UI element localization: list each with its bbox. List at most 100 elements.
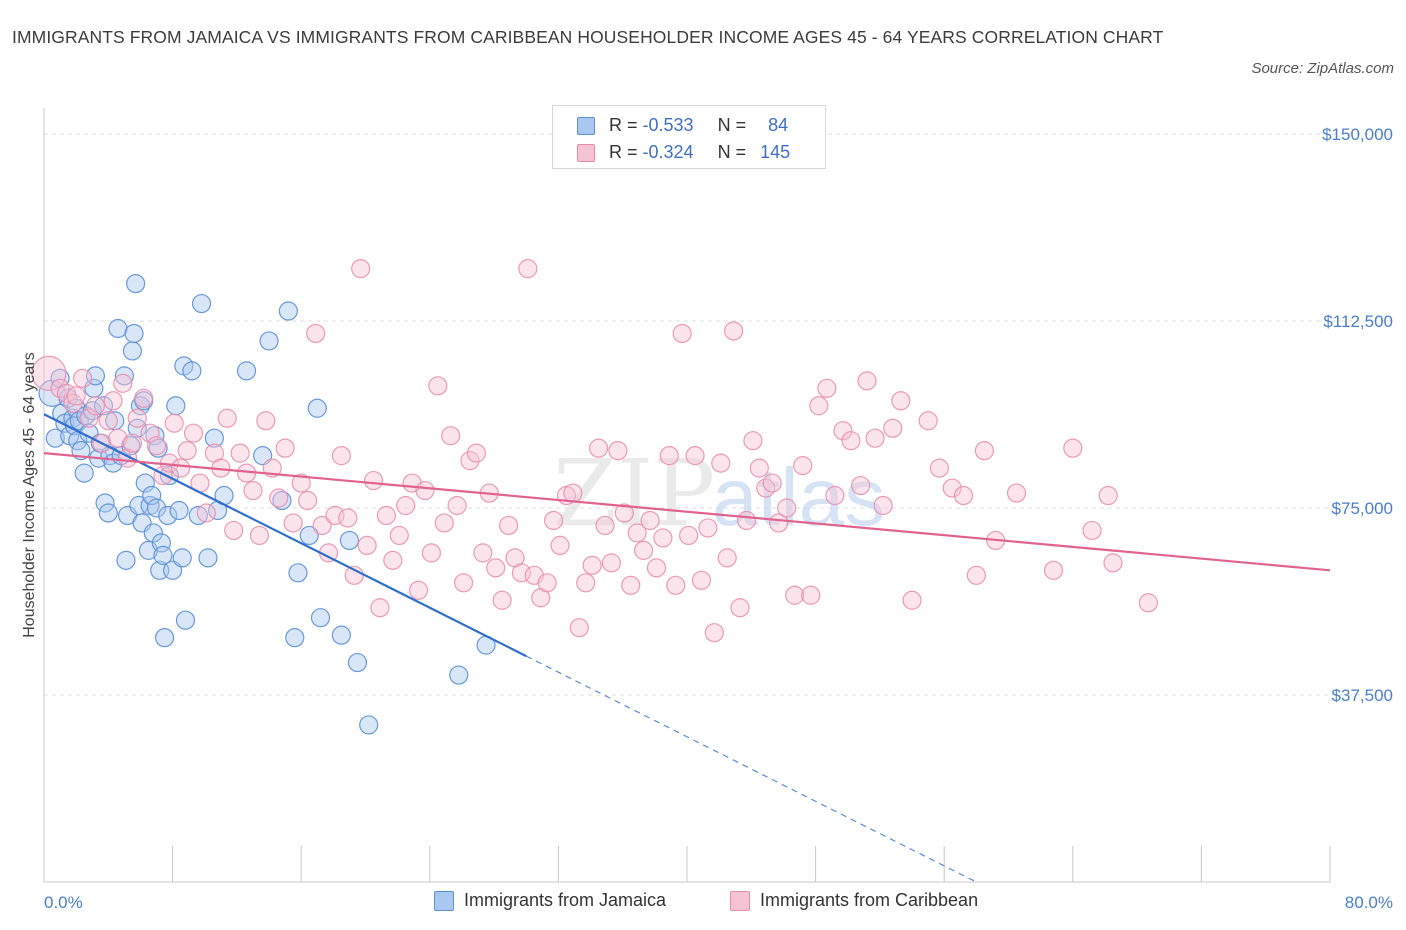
jamaica-trend-line [43, 413, 527, 658]
caribbean-point [873, 495, 893, 516]
caribbean-point [85, 396, 106, 416]
caribbean-point [588, 438, 609, 458]
caribbean-point [537, 573, 557, 593]
caribbean-point [473, 543, 493, 563]
bottom-legend-label-jamaica: Immigrants from Jamaica [464, 890, 667, 910]
caribbean-point [376, 505, 396, 526]
jamaica-point [93, 396, 114, 416]
caribbean-point [576, 573, 596, 593]
jamaica-point [169, 500, 189, 521]
caribbean-point [312, 515, 332, 536]
jamaica-point [127, 418, 147, 438]
caribbean-point [801, 585, 821, 605]
caribbean-point [685, 446, 705, 466]
bottom-legend-label-caribbean: Immigrants from Caribbean [760, 890, 979, 910]
caribbean-point [666, 575, 686, 595]
caribbean-point [177, 441, 197, 461]
jamaica-point [172, 548, 192, 568]
caribbean-point [633, 540, 654, 560]
jamaica-point [154, 628, 175, 648]
caribbean-point [640, 510, 660, 531]
caribbean-point [134, 388, 154, 408]
caribbean-point [1006, 483, 1027, 503]
caribbean-point [447, 495, 467, 516]
y-tick-label: $75,000 [1332, 499, 1393, 518]
caribbean-point [415, 480, 435, 501]
caribbean-point [171, 458, 191, 478]
caribbean-point [691, 570, 712, 590]
y-tick-label: $112,500 [1323, 312, 1393, 331]
jamaica-point [188, 505, 208, 526]
caribbean-point [736, 510, 757, 531]
caribbean-point [857, 371, 877, 391]
caribbean-point [408, 580, 429, 600]
jamaica-point [307, 398, 327, 418]
caribbean-point [717, 548, 737, 568]
series-jamaica-points [38, 274, 496, 735]
x-tick-label-min: 0.0% [44, 893, 83, 912]
jamaica-point [359, 715, 379, 735]
caribbean-point [396, 495, 416, 516]
caribbean-point [146, 436, 167, 456]
jamaica-point [175, 610, 196, 630]
series-caribbean-points [31, 259, 1158, 643]
caribbean-point [918, 411, 938, 431]
jamaica-point [278, 301, 298, 321]
legend-n-value-jamaica: 84 [768, 115, 789, 135]
jamaica-point [114, 366, 134, 386]
y-axis-label: Householder Income Ages 45 - 64 years [21, 352, 38, 638]
caribbean-point [595, 515, 615, 536]
caribbean-point [974, 441, 994, 461]
caribbean-point [140, 423, 160, 443]
x-tick-label-max: 80.0% [1345, 893, 1393, 912]
caribbean-point [793, 456, 813, 476]
jamaica-point [124, 323, 144, 344]
caribbean-point [428, 376, 448, 396]
jamaica-point [153, 545, 173, 565]
caribbean-point [98, 411, 118, 431]
caribbean-point [441, 426, 461, 446]
caribbean-point [582, 555, 602, 575]
jamaica-point [98, 503, 118, 523]
jamaica-point [142, 485, 162, 506]
caribbean-point [434, 513, 454, 533]
caribbean-point [698, 518, 718, 538]
legend-swatch-jamaica [577, 117, 595, 135]
caribbean-point [338, 508, 358, 528]
legend-n-label: N = [717, 142, 747, 162]
caribbean-point [79, 408, 99, 428]
legend-r-label: R = [609, 142, 638, 162]
caribbean-point [103, 391, 123, 411]
caribbean-point [883, 418, 903, 438]
caribbean-point [224, 520, 244, 541]
bottom-legend-swatch-caribbean [730, 891, 750, 911]
caribbean-point [929, 458, 949, 478]
grid-lines [44, 133, 1393, 696]
bottom-legend-swatch-jamaica [434, 891, 454, 911]
caribbean-point [762, 473, 782, 493]
caribbean-point [902, 590, 922, 610]
jamaica-point [143, 523, 163, 543]
jamaica-point [108, 318, 128, 339]
caribbean-point [421, 543, 442, 563]
caribbean-point [1098, 485, 1118, 506]
jamaica-point [331, 625, 351, 645]
legend-r-label: R = [609, 115, 638, 135]
jamaica-point [135, 473, 155, 493]
caribbean-point [953, 485, 974, 506]
caribbean-point [833, 421, 853, 441]
caribbean-point [164, 413, 184, 433]
caribbean-point [543, 510, 564, 531]
caribbean-point [679, 525, 699, 546]
caribbean-point [230, 443, 250, 463]
jamaica-point [285, 628, 305, 648]
trend-lines [43, 413, 1331, 883]
caribbean-point [331, 446, 351, 466]
caribbean-point [724, 321, 744, 341]
caribbean-point [749, 458, 769, 478]
jamaica-point [158, 505, 178, 526]
jamaica-point [347, 652, 368, 673]
legend-n-label: N = [717, 115, 747, 135]
caribbean-point [298, 490, 318, 511]
caribbean-point [357, 535, 377, 556]
